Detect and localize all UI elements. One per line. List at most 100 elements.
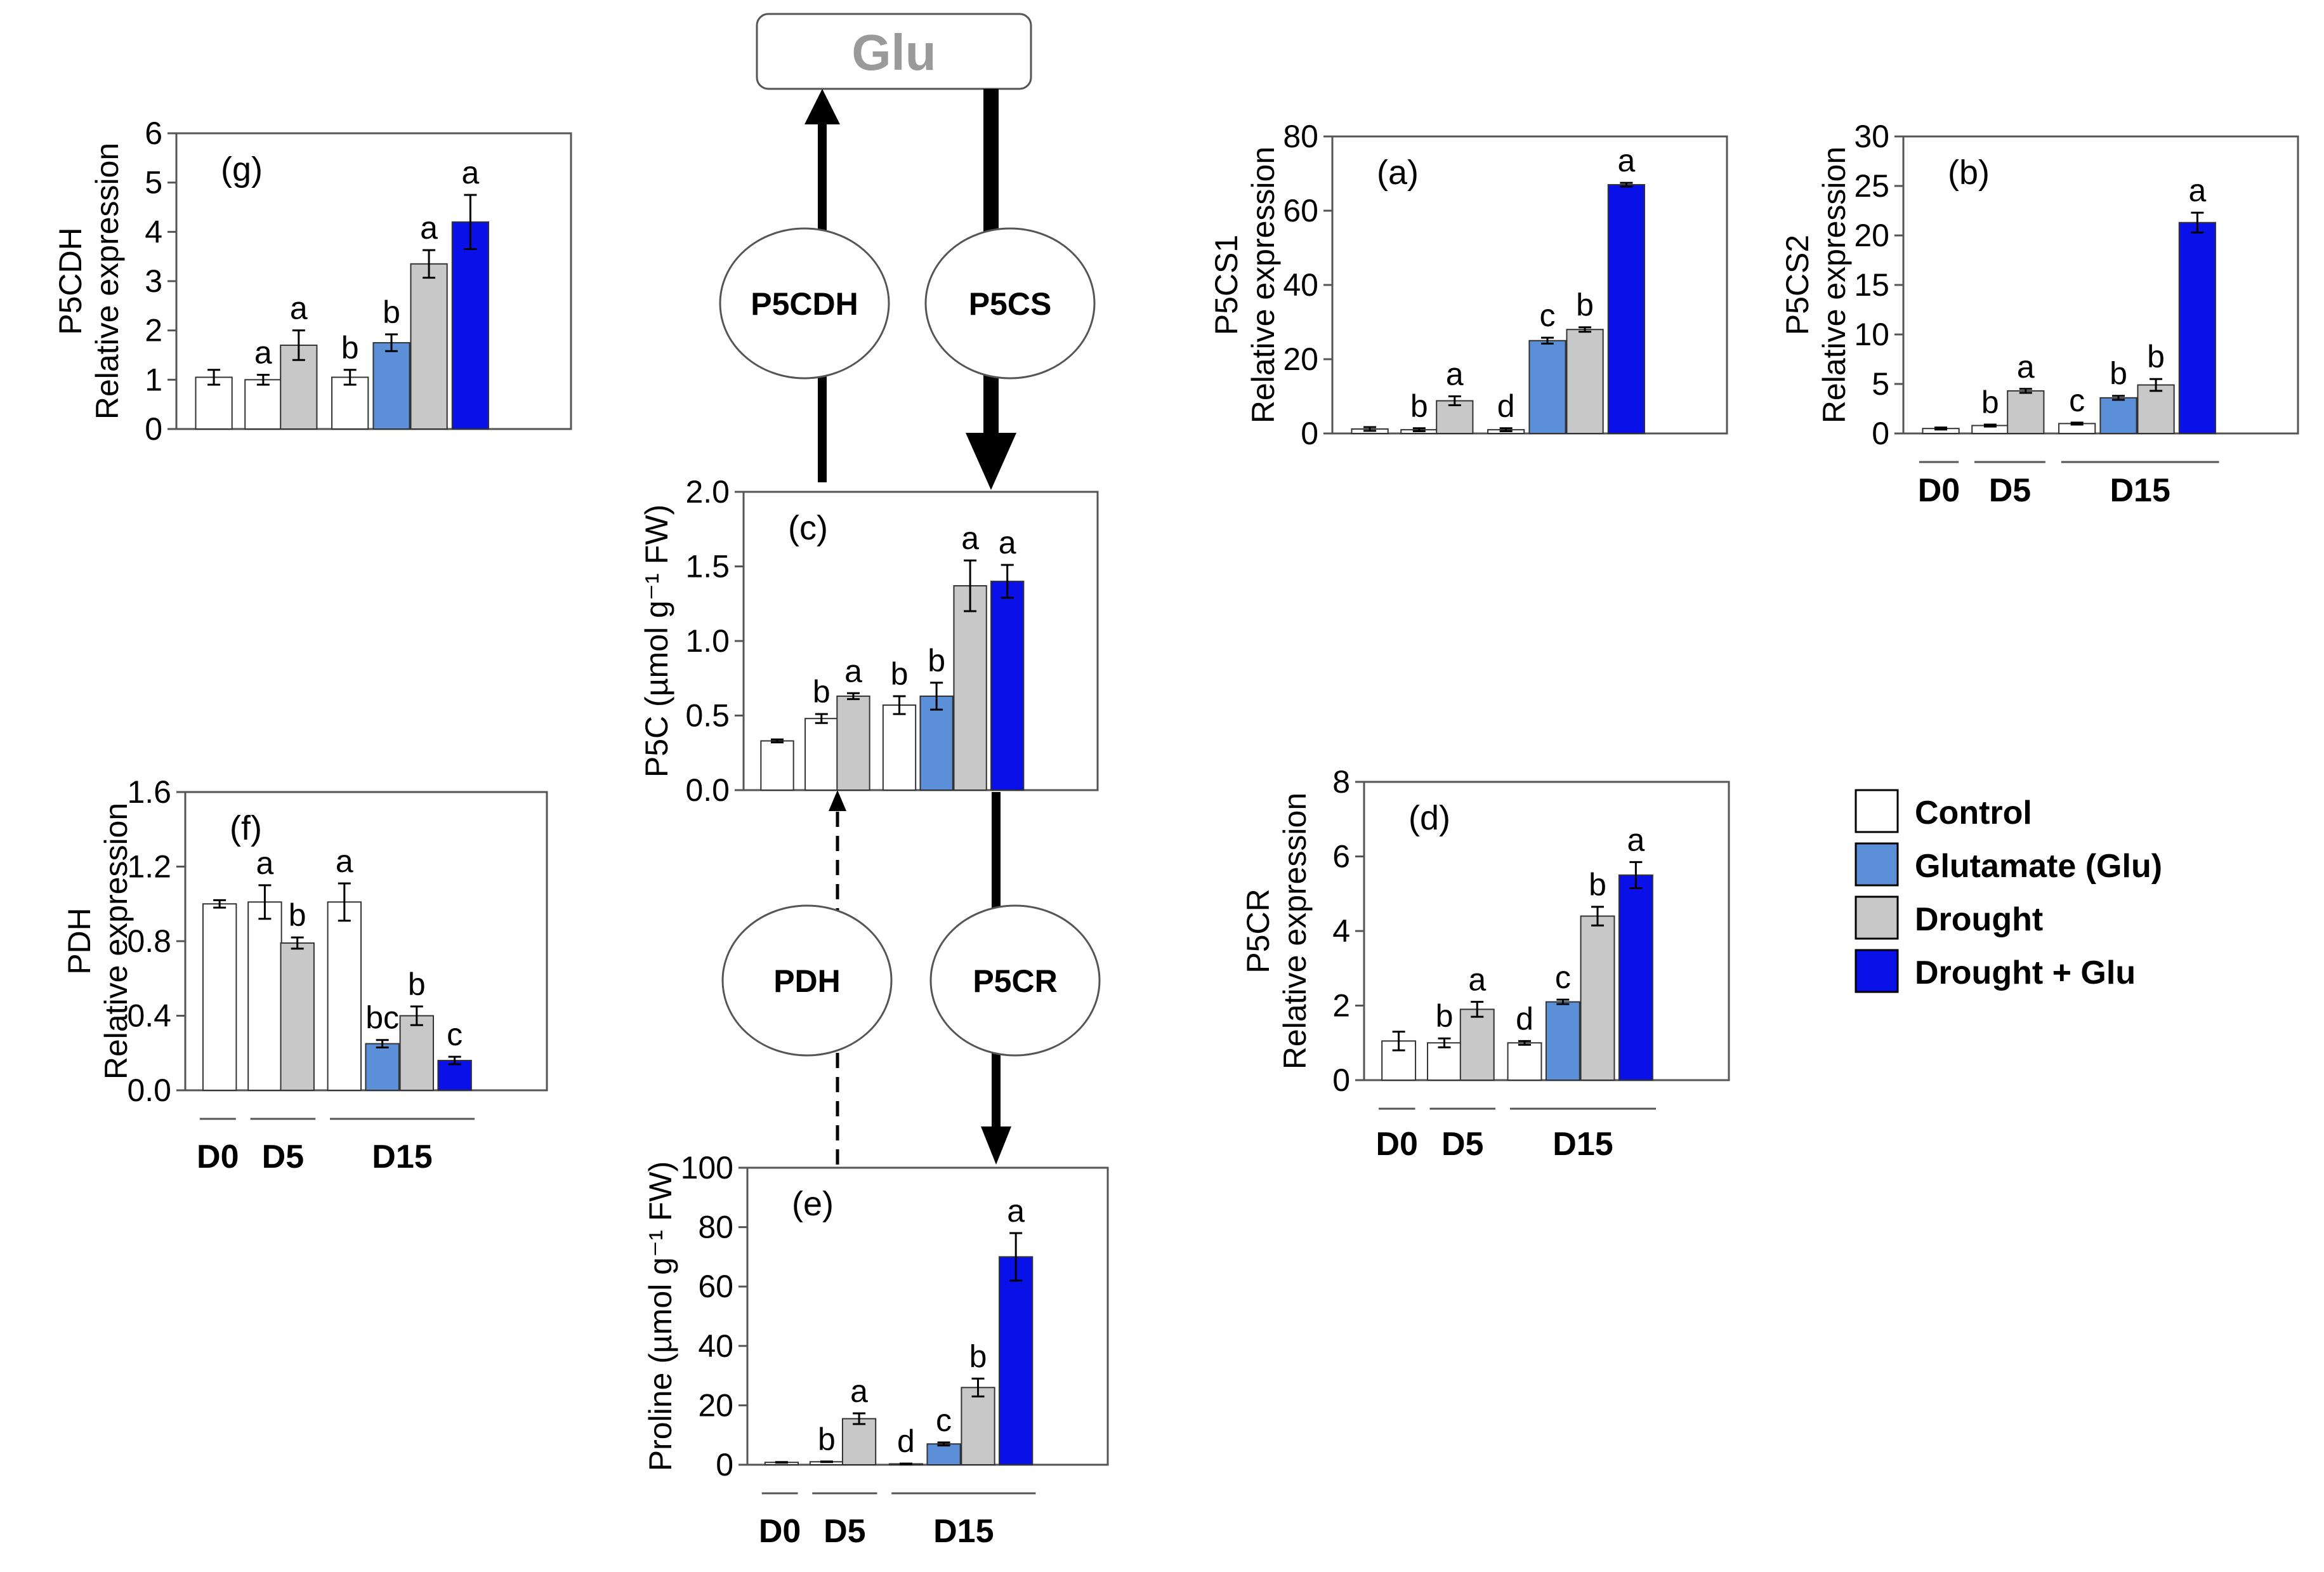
y-tick-label: 60 [1283,193,1318,228]
y-axis-label: Relative expression [1277,793,1313,1069]
y-axis-label: Proline (µmol g⁻¹ FW) [643,1161,678,1472]
y-tick-label: 4 [1332,913,1350,949]
bar [452,222,489,429]
significance-letter: b [2110,356,2127,392]
y-tick-label: 8 [1332,764,1350,800]
significance-letter: c [1555,960,1571,995]
significance-letter: a [420,210,438,246]
y-tick-label: 0 [716,1447,733,1483]
bar [248,902,281,1090]
group-label: D5 [262,1139,304,1175]
legend-label-drought-glu: Drought + Glu [1915,954,2136,991]
significance-letter: a [1446,357,1464,392]
y-tick-label: 10 [1854,317,1889,352]
p5cs-arrowhead [966,433,1016,490]
bar [761,741,793,790]
bar [203,904,236,1090]
group-label: D0 [759,1513,801,1550]
chart-panel-f: 0.0 0.4 0.8 1.2 1.6 PDH Relative expression (f)… [62,774,547,1175]
group-label: D5 [1441,1126,1483,1163]
legend-swatch-glutamate [1856,843,1898,885]
y-tick-label: 0 [145,411,162,447]
bar [1619,875,1653,1080]
y-tick-label: 1 [145,362,162,397]
y-tick-label: 0 [1872,416,1889,451]
group-label: D15 [372,1139,432,1175]
y-tick-label: 0 [1301,416,1318,451]
bar [1608,185,1645,433]
legend-label-drought: Drought [1915,901,2043,938]
y-tick-label: 60 [698,1269,733,1304]
bar [999,1257,1032,1465]
panel-label: (f) [230,809,262,847]
y-tick-label: 80 [1283,119,1318,154]
significance-letter: b [341,330,359,366]
bar [280,943,313,1090]
significance-letter: d [897,1423,915,1459]
legend-swatch-control [1856,790,1898,832]
bar [328,902,361,1090]
y-tick-label: 3 [145,263,162,299]
bar [927,1444,960,1465]
significance-letter: c [1539,298,1555,333]
y-tick-label: 2 [145,313,162,348]
significance-letter: c [2069,383,2085,418]
bar [1428,1043,1461,1080]
y-tick-label: 0 [1332,1062,1350,1098]
y-tick-label: 80 [698,1210,733,1245]
significance-letter: a [256,845,273,881]
bar [2179,223,2216,433]
y-tick-label: 40 [698,1328,733,1364]
y-tick-label: 1.0 [685,623,730,659]
bar [805,718,837,790]
significance-letter: a [1617,143,1635,178]
significance-letter: b [813,674,830,710]
significance-letter: a [1007,1193,1025,1229]
bar [883,705,916,790]
p5cr-label: P5CR [973,963,1057,999]
chart-panel-a: 020406080P5CS1 Relative expression (a)badc… [1209,119,1727,451]
legend-swatch-drought-glu [1856,950,1898,992]
bar [410,264,447,429]
y-tick-label: 20 [1854,218,1889,253]
y-axis-label: Relative expression [1245,147,1281,423]
y-axis-label-gene: PDH [62,908,97,975]
significance-letter: a [1468,962,1486,998]
y-tick-label: 0.0 [685,772,730,808]
group-label: D0 [1918,472,1960,509]
y-tick-label: 2 [1332,988,1350,1024]
significance-letter: b [1981,385,1999,420]
y-tick-label: 5 [1872,366,1889,402]
significance-letter: d [1497,388,1515,424]
legend: Control Glutamate (Glu) Drought Drought … [1856,790,2162,992]
bar [843,1418,876,1465]
significance-letter: b [969,1338,987,1374]
legend-label-glutamate: Glutamate (Glu) [1915,848,2162,885]
group-label: D0 [197,1139,239,1175]
panel-label: (g) [221,150,263,188]
significance-letter: a [290,291,308,326]
y-axis-label-gene: P5CS2 [1780,235,1815,335]
y-axis-label: Relative expression [1816,147,1852,423]
group-label: D15 [933,1513,994,1550]
bar [1546,1002,1580,1080]
pdh-label: PDH [773,963,841,999]
significance-letter: a [2017,349,2035,385]
y-tick-label: 2.0 [685,474,730,510]
p5cdh-label: P5CDH [751,286,858,322]
significance-letter: d [1516,1001,1533,1036]
bar [365,1044,398,1090]
y-axis-label-gene: P5CS1 [1209,235,1244,335]
significance-letter: bc [365,1000,399,1036]
significance-letter: a [1627,822,1645,857]
bar [1529,341,1565,433]
bar [245,380,281,429]
chart-panel-b: 0 5 10 15 20 25 30 P5CS2 Relative expression (b) b… [1780,119,2298,509]
group-label: D0 [1376,1126,1418,1163]
significance-letter: b [928,643,945,678]
panel-label: (c) [788,509,828,547]
significance-letter: a [336,843,353,879]
group-label: D5 [824,1513,865,1550]
p5cdh-arrowhead [804,89,840,124]
y-tick-label: 30 [1854,119,1889,154]
